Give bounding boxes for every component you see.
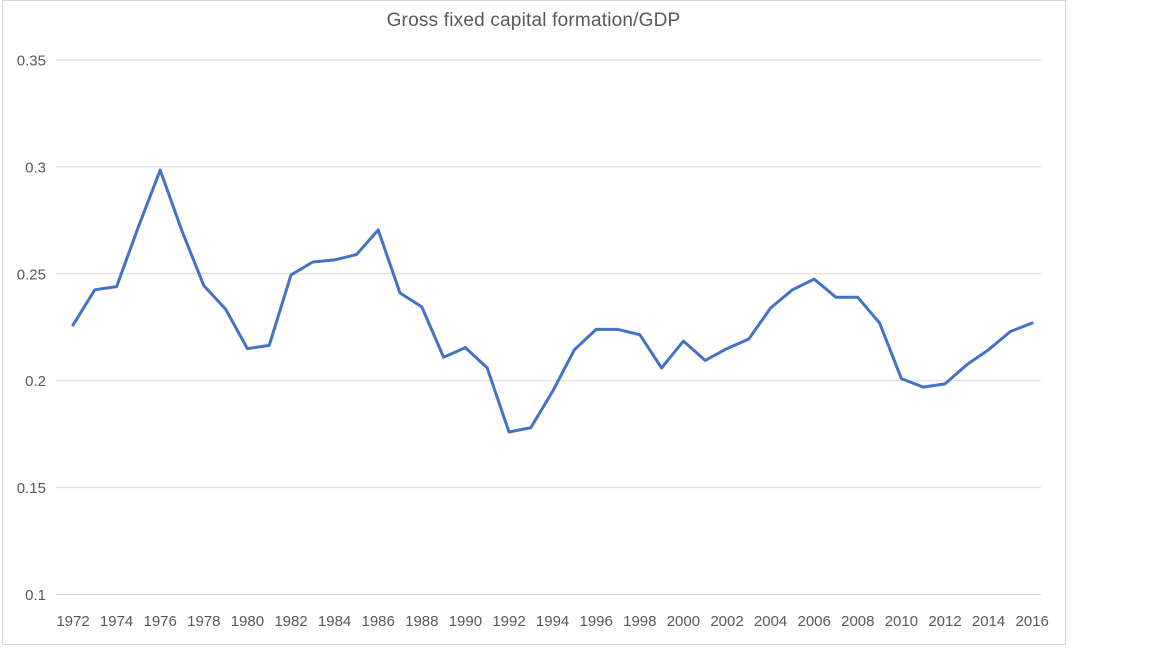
y-tick-label: 0.35 — [17, 53, 46, 70]
x-tick-label: 2014 — [972, 613, 1005, 630]
x-tick-label: 1976 — [144, 613, 177, 630]
x-tick-label: 1988 — [405, 613, 438, 630]
data-series-line — [71, 168, 1034, 434]
x-tick-label: 2004 — [754, 613, 787, 630]
x-tick-label: 1972 — [56, 613, 89, 630]
x-tick-label: 2008 — [841, 613, 874, 630]
x-tick-label: 2000 — [667, 613, 700, 630]
x-tick-label: 1982 — [274, 613, 307, 630]
y-tick-label: 0.2 — [25, 373, 46, 390]
x-tick-label: 2012 — [928, 613, 961, 630]
x-tick-label: 2016 — [1016, 613, 1049, 630]
x-tick-label: 1984 — [318, 613, 351, 630]
y-tick-label: 0.25 — [17, 266, 46, 283]
x-tick-label: 1974 — [100, 613, 133, 630]
x-tick-label: 1990 — [449, 613, 482, 630]
chart-title: Gross fixed capital formation/GDP — [386, 10, 681, 31]
x-tick-label: 1994 — [536, 613, 569, 630]
x-tick-label: 1996 — [580, 613, 613, 630]
x-tick-label: 2002 — [710, 613, 743, 630]
x-tick-label: 1980 — [231, 613, 264, 630]
chart-border — [2, 0, 1066, 645]
x-tick-label: 2006 — [798, 613, 831, 630]
y-tick-label: 0.1 — [25, 587, 46, 604]
x-tick-label: 1992 — [492, 613, 525, 630]
x-tick-label: 1986 — [362, 613, 395, 630]
y-tick-label: 0.15 — [17, 480, 46, 497]
x-tick-label: 1998 — [623, 613, 656, 630]
y-tick-label: 0.3 — [25, 159, 46, 176]
x-tick-label: 2010 — [885, 613, 918, 630]
x-tick-label: 1978 — [187, 613, 220, 630]
